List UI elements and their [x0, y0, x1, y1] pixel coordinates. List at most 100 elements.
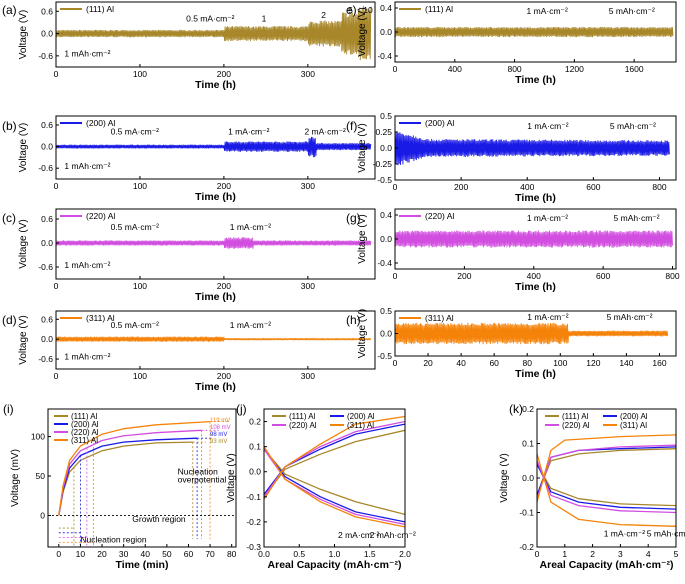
annotation: Nucleation region	[80, 534, 146, 544]
annotation: overpotential	[178, 474, 227, 484]
x-tick-label: 1	[562, 549, 567, 559]
y-tick-label: 0.1	[522, 439, 534, 449]
series--200-al	[58, 437, 198, 516]
plot-area-d	[56, 336, 372, 342]
legend-label: (200) Al	[347, 412, 375, 421]
x-tick-label: 20	[97, 549, 107, 559]
x-tick-label: 0	[54, 281, 59, 291]
x-tick-label: 70	[205, 549, 215, 559]
x-tick-label: 120	[586, 358, 600, 368]
y-tick-label: 50	[36, 471, 46, 481]
x-axis-label: Time (h)	[515, 368, 556, 380]
panel-label: (f)	[346, 119, 357, 133]
legend-label: (220) Al	[86, 211, 115, 221]
series--200-al	[395, 131, 670, 166]
panel-g: 0 200 400 600 800 0.4 0.0 -0.4 Time (h) Voltage (…	[346, 208, 680, 293]
x-tick-label: 0	[56, 549, 61, 559]
annotation: 1 mA·cm⁻²	[527, 213, 568, 223]
panel-label: (d)	[2, 313, 17, 327]
overpotential-value-label: 108 mV	[210, 425, 231, 431]
annotation: 1 mA·cm⁻²	[527, 312, 568, 322]
panel-label: (c)	[2, 211, 16, 225]
x-tick-label: 100	[133, 371, 147, 381]
overpotential-value-label: 119 mV	[210, 418, 230, 424]
x-axis-label: Time (h)	[195, 381, 236, 393]
x-tick-label: 200	[457, 271, 471, 281]
y-tick-label: 0.5	[380, 306, 392, 316]
x-tick-label: 0.5	[293, 549, 305, 559]
y-axis-label: Voltage (V)	[18, 219, 29, 268]
annotation: 1 mA·cm⁻²	[527, 121, 568, 131]
y-tick-label: -0.5	[377, 175, 392, 185]
x-tick-label: 400	[448, 64, 462, 74]
panel-label: e)	[346, 3, 357, 17]
series--311-al-charge	[537, 434, 676, 503]
y-tick-label: 0.4	[380, 3, 392, 13]
x-tick-label: 200	[217, 181, 231, 191]
y-tick-label: -0.1	[246, 492, 261, 502]
annotation: 2	[321, 10, 326, 20]
series--220-al-discharge	[264, 448, 405, 526]
panel-label: (h)	[346, 313, 361, 327]
series--220-al-charge	[537, 444, 676, 499]
annotation: 1 mA·cm⁻²	[230, 320, 271, 330]
annotation: 5 mAh·cm⁻²	[610, 121, 656, 131]
overpotential-value-label: 93 mV	[210, 439, 227, 445]
y-tick-label: 0.6	[41, 6, 53, 16]
x-tick-label: 60	[489, 358, 499, 368]
x-tick-label: 140	[619, 358, 633, 368]
y-tick-label: 0.0	[41, 238, 53, 248]
legend-label: (311) Al	[86, 313, 115, 323]
panel-h: 0 20 40 60 80 100 120 140 160 0.5 0.0 -0.5 Time (h) V…	[346, 306, 677, 380]
y-tick-label: 0.2	[249, 417, 261, 427]
y-axis-label: Voltage (mV)	[10, 449, 21, 507]
annotation: 10	[363, 5, 373, 15]
plot-area-c	[56, 237, 372, 249]
x-tick-label: 2.0	[399, 549, 411, 559]
y-tick-label: -0.6	[38, 354, 53, 364]
annotation: 5	[348, 5, 353, 15]
y-tick-label: 0.6	[41, 214, 53, 224]
series--200-al	[56, 136, 372, 158]
series--311-al-charge	[264, 415, 405, 500]
x-tick-label: 800	[652, 182, 666, 192]
series--200-al-charge	[537, 446, 676, 496]
y-axis-label: Voltage (V)	[18, 123, 29, 172]
plot-area-b	[56, 136, 372, 158]
y-tick-label: -0.2	[519, 542, 534, 552]
x-tick-label: 600	[586, 182, 600, 192]
y-tick-label: 0.4	[380, 210, 392, 220]
y-tick-label: -0.2	[246, 517, 261, 527]
legend-label: (200) Al	[425, 118, 454, 128]
x-tick-label: 100	[133, 69, 147, 79]
x-axis-label: Time (h)	[195, 79, 236, 91]
x-axis-label: Time (min)	[116, 559, 169, 571]
annotation: 1 mAh·cm⁻²	[64, 161, 110, 171]
annotation: 1 mA·cm⁻²	[230, 222, 271, 232]
annotation: 1 mAh·cm⁻²	[64, 49, 110, 59]
y-tick-label: 0.0	[41, 29, 53, 39]
plot-frame-d	[55, 310, 376, 370]
annotation: 1	[262, 13, 267, 23]
panel-j: 0.0 0.5 1.0 1.5 2.0 0.2 0.1 0.0 -0.1 -0.2 -0.3 Area…	[226, 402, 416, 571]
x-tick-label: 80	[227, 549, 237, 559]
x-tick-label: 600	[596, 271, 610, 281]
annotation: 5 mAh·cm⁻²	[607, 312, 653, 322]
x-tick-label: 800	[665, 271, 679, 281]
annotation: Growth region	[132, 514, 186, 524]
x-tick-label: 0	[54, 69, 59, 79]
annotation: 2 mA·cm⁻²	[304, 127, 345, 137]
x-tick-label: 40	[456, 358, 466, 368]
series--220-al	[58, 429, 202, 516]
y-axis-label: Voltage (V)	[357, 214, 368, 263]
x-tick-label: 20	[423, 358, 433, 368]
x-tick-label: 2	[590, 549, 595, 559]
x-tick-label: 200	[454, 182, 468, 192]
y-axis-label: Voltage (V)	[357, 309, 368, 358]
x-tick-label: 300	[301, 281, 315, 291]
overpotential-value-label: 98 mV	[210, 432, 227, 438]
x-tick-label: 1600	[625, 64, 644, 74]
legend-label: (311) Al	[620, 421, 647, 430]
x-tick-label: 60	[184, 549, 194, 559]
